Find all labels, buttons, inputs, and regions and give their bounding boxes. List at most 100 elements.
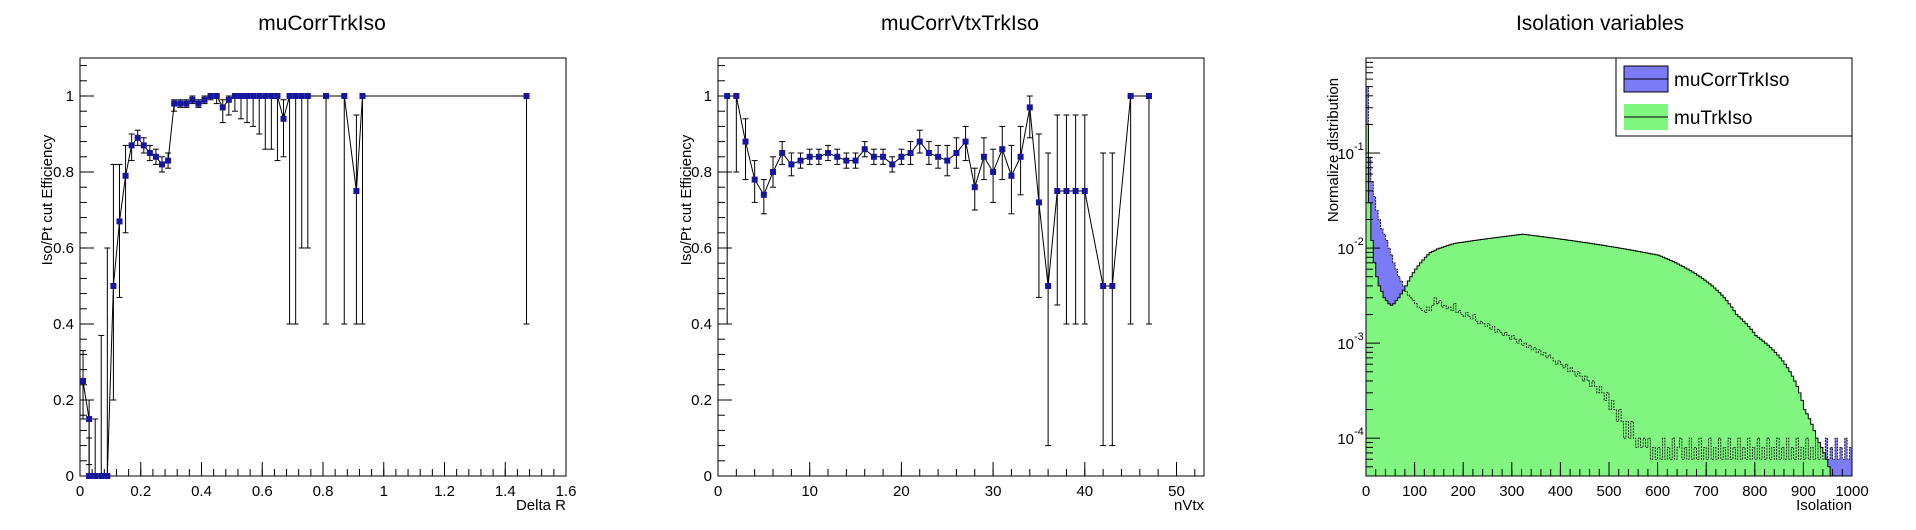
data-point: [244, 93, 251, 99]
y-tick-label: 0.8: [53, 164, 74, 181]
data-point: [815, 153, 822, 160]
data-point: [825, 150, 832, 156]
y-tick-exponent: -4: [1354, 426, 1364, 438]
data-point: [742, 138, 749, 145]
y-tick-label: 0.6: [53, 240, 74, 257]
data-point: [797, 157, 804, 164]
data-point: [1054, 188, 1061, 194]
data-point: [104, 473, 111, 479]
data-point: [852, 157, 859, 164]
data-point: [953, 150, 960, 156]
x-tick-label: 1: [380, 483, 388, 500]
data-point: [298, 93, 305, 99]
data-point: [152, 153, 159, 160]
panel-2: muCorrVtxTrkIso 00.20.40.60.810 10 20 30 40 5…: [678, 12, 1205, 514]
x-tick-label: 300: [1499, 483, 1524, 500]
data-point: [751, 176, 758, 183]
panel-2-marks: [724, 93, 1152, 447]
data-point: [925, 150, 932, 156]
histogram-muTrkIso-fill: [1366, 124, 1852, 477]
y-tick-label: 1: [704, 88, 712, 105]
data-point: [1063, 188, 1070, 194]
data-point: [1145, 93, 1152, 99]
x-tick-label: 400: [1548, 483, 1573, 500]
data-point: [1127, 93, 1134, 99]
data-point: [1008, 172, 1015, 179]
data-point: [1017, 153, 1024, 160]
x-tick-label: 1.2: [434, 483, 455, 500]
y-tick-label: 0.2: [691, 392, 712, 409]
panel-1-marks: [80, 93, 530, 479]
data-point: [916, 138, 923, 145]
x-tick-label: 30: [985, 483, 1002, 500]
data-point: [280, 115, 287, 122]
y-tick-label: 0.8: [691, 164, 712, 181]
data-point: [110, 283, 117, 289]
panel-1-xlabel: Delta R: [516, 497, 566, 514]
y-tick-exponent: -1: [1354, 141, 1364, 153]
data-point: [870, 153, 877, 160]
data-point: [128, 142, 135, 149]
panel-2-xlabel: nVtx: [1174, 497, 1205, 514]
data-point: [225, 96, 232, 103]
data-point: [159, 161, 166, 168]
data-point: [256, 93, 263, 99]
data-point: [760, 191, 767, 198]
data-point: [944, 157, 951, 164]
data-point: [843, 157, 850, 164]
panel-1-ylabel: Iso/Pt cut Efficiency: [39, 134, 56, 265]
data-point: [1035, 199, 1042, 206]
data-point: [134, 134, 141, 141]
data-point: [353, 188, 360, 194]
data-point: [92, 473, 99, 479]
y-tick-exponent: -2: [1354, 236, 1364, 248]
data-point: [1026, 104, 1033, 111]
x-tick-label: 100: [1402, 483, 1427, 500]
y-tick-label: 1: [66, 88, 74, 105]
x-tick-label: 600: [1645, 483, 1670, 500]
data-point: [98, 473, 105, 479]
data-point: [999, 146, 1006, 153]
data-point: [880, 153, 887, 160]
data-point: [171, 100, 178, 107]
data-point: [861, 146, 868, 153]
data-point: [323, 93, 330, 99]
panel-3-marks: [1366, 86, 1852, 477]
data-point: [898, 153, 905, 160]
data-point: [990, 169, 997, 175]
data-point: [262, 93, 269, 99]
x-tick-label: 700: [1694, 483, 1719, 500]
data-point: [237, 93, 244, 99]
panel-3-legend: muCorrTrkIso muTrkIso: [1615, 57, 1853, 137]
panel-3-xlabel: Isolation: [1796, 497, 1852, 514]
data-point: [250, 93, 257, 99]
data-point: [806, 153, 813, 160]
data-point: [195, 100, 202, 107]
y-tick-label: 10: [1337, 431, 1354, 448]
data-point: [980, 153, 987, 160]
y-tick-label: 0.2: [53, 392, 74, 409]
histogram-muCorrTrkIso-outline: [1366, 86, 1852, 460]
y-tick-label: 0.4: [53, 316, 74, 333]
x-tick-label: 10: [801, 483, 818, 500]
y-tick-label: 10: [1337, 241, 1354, 258]
data-point: [286, 93, 293, 99]
data-point: [268, 93, 275, 99]
data-point: [213, 93, 220, 99]
panel-3-axes: 10 -410 -310 -210 -10 100 200 300 400 500 600 700 80…: [1337, 61, 1869, 500]
x-tick-label: 0.2: [130, 483, 151, 500]
panel-3-ylabel: Normalize distribution: [1325, 78, 1342, 222]
data-point: [935, 153, 942, 160]
data-point: [183, 100, 190, 107]
y-tick-exponent: -3: [1354, 331, 1364, 343]
data-point: [770, 169, 777, 175]
panel-3: Isolation variables 10 -410 -310 -210 -10 100…: [1325, 12, 1869, 514]
data-point: [231, 93, 238, 99]
data-point: [177, 100, 184, 107]
data-point: [523, 93, 530, 99]
data-point: [140, 142, 147, 149]
data-point: [304, 93, 311, 99]
data-point: [292, 93, 299, 99]
panel-1-title: muCorrTrkIso: [258, 12, 386, 35]
